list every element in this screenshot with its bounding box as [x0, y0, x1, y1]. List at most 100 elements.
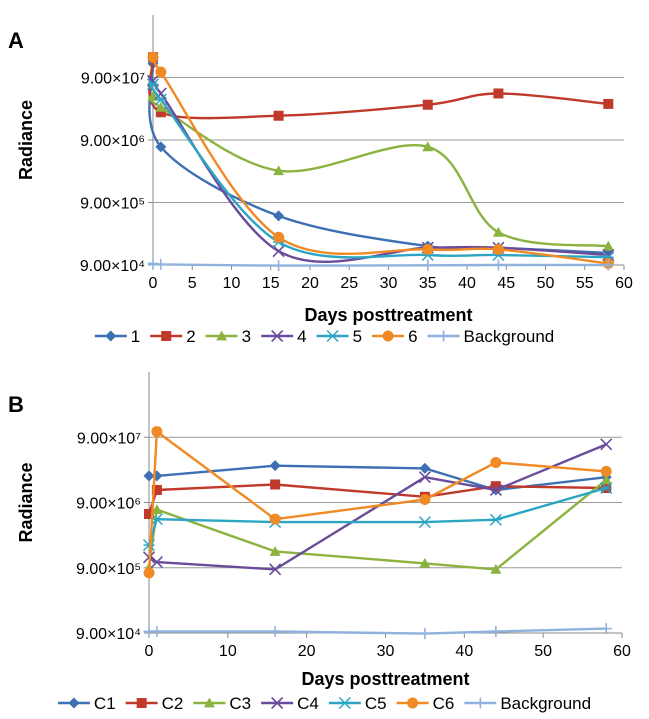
series-3 — [147, 90, 614, 251]
legend-item-c1: C1 — [57, 694, 116, 713]
legend-item-1: 1 — [94, 327, 140, 346]
series-1 — [147, 58, 614, 259]
x-tick-label: 50 — [534, 643, 552, 660]
series-4 — [146, 74, 615, 264]
legend-marker — [474, 697, 486, 709]
data-point — [151, 625, 163, 637]
data-point — [273, 165, 285, 176]
data-point — [273, 231, 285, 243]
x-tick-label: 20 — [301, 275, 319, 292]
data-point — [418, 516, 431, 529]
data-point — [490, 481, 501, 492]
x-tick-label: 20 — [298, 643, 316, 660]
x-tick-label: 5 — [188, 275, 197, 292]
data-point — [418, 471, 431, 484]
x-tick-label: 55 — [576, 275, 594, 292]
series-2 — [148, 52, 614, 121]
y-axis-title: Radiance — [16, 462, 36, 542]
legend-item-c2: C2 — [125, 694, 184, 713]
data-point — [489, 483, 502, 497]
legend-item-c3: C3 — [193, 694, 251, 713]
data-point — [147, 51, 159, 63]
series-5 — [146, 78, 615, 264]
legend-item-3: 3 — [205, 327, 251, 346]
data-point — [600, 438, 613, 451]
data-point — [270, 479, 281, 490]
series-line — [147, 486, 607, 546]
series-background — [143, 623, 612, 640]
data-point — [273, 210, 285, 222]
x-tick-label: 0 — [145, 643, 154, 660]
x-tick-label: 35 — [419, 275, 437, 292]
data-point — [269, 563, 282, 576]
legend-label: 1 — [131, 327, 140, 346]
series-line — [147, 483, 607, 515]
data-point — [146, 78, 160, 91]
data-point — [273, 110, 284, 121]
data-point — [269, 460, 281, 472]
data-point — [419, 494, 431, 506]
x-tick-label: 45 — [497, 275, 515, 292]
data-point — [490, 456, 502, 468]
x-tick-label: 50 — [537, 275, 555, 292]
y-tick-label: 9.00×10⁵ — [80, 196, 145, 213]
y-tick-label: 9.00×10⁴ — [76, 626, 141, 643]
chart-panel-b: B 9.00×10⁴ 9.00×10⁵ 9.00×10⁶ 9.00×10⁷ 0 10 20 30… — [8, 372, 631, 713]
data-point — [269, 545, 281, 556]
data-point — [151, 484, 162, 495]
series-c6 — [143, 426, 612, 579]
legend-marker — [203, 697, 215, 708]
legend-marker — [338, 696, 351, 710]
data-point — [151, 426, 163, 438]
x-tick-label: 10 — [223, 275, 241, 292]
series-line — [148, 262, 609, 267]
data-point — [600, 465, 612, 477]
legend-label: C6 — [433, 694, 455, 713]
data-point — [602, 248, 615, 262]
legend-item-4: 4 — [261, 327, 307, 346]
x-axis-title: Days posttreatment — [304, 305, 472, 325]
series-line — [148, 63, 609, 255]
series-line — [148, 53, 609, 265]
data-point — [490, 563, 502, 574]
legend-label: 4 — [297, 327, 306, 346]
data-point — [143, 470, 155, 482]
legend-item-c4: C4 — [261, 694, 319, 713]
series-c3 — [143, 474, 612, 574]
data-point — [154, 87, 167, 100]
x-tick-label: 40 — [458, 275, 476, 292]
data-point — [155, 107, 166, 118]
y-axis-title: Radiance — [16, 100, 36, 180]
legend-label: C4 — [297, 694, 319, 713]
data-point — [147, 258, 159, 270]
data-point — [269, 513, 281, 525]
legend-marker — [105, 330, 117, 342]
x-tick-label: 60 — [613, 643, 631, 660]
data-point — [155, 141, 167, 153]
y-tick-label: 9.00×10⁶ — [76, 496, 141, 513]
legend-label: 6 — [408, 327, 417, 346]
data-point — [602, 259, 614, 271]
legend-marker — [136, 698, 147, 708]
legend-label: C2 — [162, 694, 184, 713]
legend-label: C5 — [365, 694, 387, 713]
series-line — [148, 57, 609, 120]
y-tick-label: 9.00×10⁶ — [80, 133, 145, 150]
legend-item-2: 2 — [150, 327, 196, 346]
data-point — [602, 240, 614, 251]
series-background — [147, 258, 614, 272]
data-point — [155, 66, 167, 78]
legend-marker — [407, 697, 419, 709]
legend-item-c5: C5 — [328, 694, 387, 713]
legend-marker — [216, 330, 228, 341]
legend-label: 5 — [353, 327, 362, 346]
y-tick-label: 9.00×10⁵ — [76, 561, 141, 578]
data-point — [422, 259, 434, 271]
legend-marker — [438, 330, 450, 342]
data-point — [493, 88, 504, 99]
legend-marker — [161, 331, 172, 341]
data-point — [492, 259, 504, 271]
panel-letter: B — [8, 392, 24, 417]
series-6 — [147, 51, 614, 270]
